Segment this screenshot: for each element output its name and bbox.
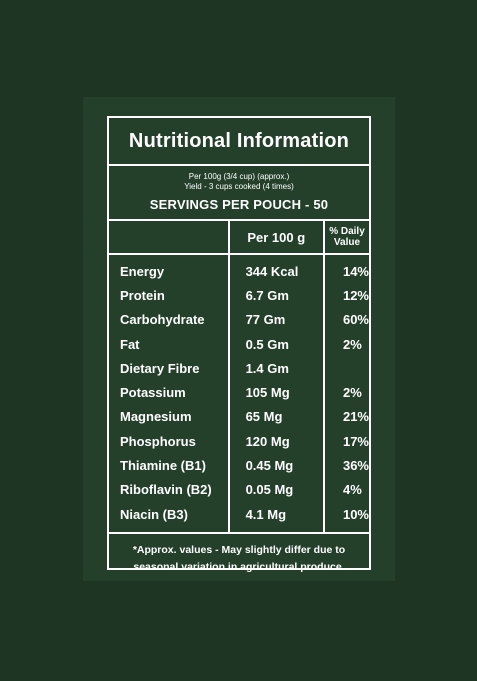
footnote-line: seasonal variation in agricultural produ… bbox=[133, 561, 345, 574]
nutrient-amount: 344 Kcal bbox=[227, 254, 325, 284]
nutrient-name: Fat bbox=[120, 336, 140, 352]
table-row: Dietary Fibre 1.4 Gm bbox=[109, 356, 369, 381]
serving-info: Per 100g (3/4 cup) (approx.) Yield - 3 c… bbox=[109, 166, 369, 221]
table-row: Protein 6.7 Gm 12% bbox=[109, 283, 369, 308]
table-row: Niacin (B3) 4.1 Mg 10% bbox=[109, 501, 369, 527]
nutrient-amount: 105 Mg bbox=[227, 380, 325, 405]
nutrient-name: Magnesium bbox=[120, 409, 192, 425]
nutrient-amount: 6.7 Gm bbox=[227, 283, 325, 308]
nutrient-amount: 0.45 Mg bbox=[227, 453, 325, 478]
spacer-cell bbox=[227, 526, 325, 533]
table-row: Riboflavin (B2) 0.05 Mg 4% bbox=[109, 477, 369, 502]
nutrient-amount: 4.1 Mg bbox=[227, 501, 325, 527]
nutrient-daily-value: 10% bbox=[342, 506, 369, 522]
nutrient-daily-value: 21% bbox=[342, 409, 369, 425]
nutrient-daily-value: 14% bbox=[342, 263, 369, 279]
header-daily-value: % Daily Value bbox=[323, 221, 369, 255]
per-serving-text: Per 100g (3/4 cup) (approx.) bbox=[188, 172, 290, 181]
header-per-100g: Per 100 g bbox=[227, 221, 325, 255]
table-header-row: Per 100 g % Daily Value bbox=[109, 221, 369, 255]
footnote-line: *Approx. values - May slightly differ du… bbox=[132, 544, 346, 557]
nutrient-amount: 1.4 Gm bbox=[227, 356, 325, 381]
nutrient-amount: 77 Gm bbox=[227, 307, 325, 332]
nutrient-name: Niacin (B3) bbox=[120, 506, 188, 522]
nutrient-daily-value bbox=[324, 356, 369, 380]
table-row: Carbohydrate 77 Gm 60% bbox=[109, 307, 369, 332]
nutrient-amount: 0.5 Gm bbox=[227, 331, 325, 357]
nutrient-name: Carbohydrate bbox=[120, 312, 205, 328]
table-row: Potassium 105 Mg 2% bbox=[109, 380, 369, 405]
nutrition-title: Nutritional Information bbox=[109, 118, 369, 166]
nutrient-name: Protein bbox=[120, 287, 165, 303]
header-nutrient bbox=[109, 221, 229, 255]
nutrient-name: Dietary Fibre bbox=[120, 360, 200, 376]
nutrition-table: Per 100 g % Daily Value Energy 344 Kcal … bbox=[109, 221, 369, 533]
nutrient-daily-value: 17% bbox=[342, 433, 369, 449]
nutrient-daily-value: 36% bbox=[342, 458, 369, 474]
table-row: Magnesium 65 Mg 21% bbox=[109, 404, 369, 430]
nutrient-daily-value: 12% bbox=[342, 287, 369, 303]
servings-per-pouch: SERVINGS PER POUCH - 50 bbox=[149, 197, 329, 212]
nutrient-amount: 0.05 Mg bbox=[227, 477, 325, 502]
nutrient-daily-value: 4% bbox=[342, 482, 362, 498]
table-row: Thiamine (B1) 0.45 Mg 36% bbox=[109, 453, 369, 478]
yield-text: Yield - 3 cups cooked (4 times) bbox=[184, 182, 294, 191]
nutrient-name: Energy bbox=[120, 263, 165, 279]
footnote: *Approx. values - May slightly differ du… bbox=[109, 532, 369, 576]
nutrient-amount: 65 Mg bbox=[227, 404, 325, 430]
nutrient-daily-value: 2% bbox=[342, 385, 362, 401]
nutrient-name: Potassium bbox=[120, 385, 186, 401]
nutrient-amount: 120 Mg bbox=[227, 429, 325, 454]
table-row: Fat 0.5 Gm 2% bbox=[109, 331, 369, 357]
nutrient-name: Thiamine (B1) bbox=[120, 458, 206, 474]
nutrient-daily-value: 60% bbox=[342, 312, 369, 328]
nutrient-name: Phosphorus bbox=[120, 433, 196, 449]
nutrient-daily-value: 2% bbox=[342, 336, 362, 352]
nutrient-name: Riboflavin (B2) bbox=[120, 482, 212, 498]
table-row: Energy 344 Kcal 14% bbox=[109, 254, 369, 284]
table-row: Phosphorus 120 Mg 17% bbox=[109, 429, 369, 454]
nutrition-facts-card: Nutritional Information Per 100g (3/4 cu… bbox=[107, 116, 371, 573]
table-spacer-row bbox=[109, 526, 369, 533]
